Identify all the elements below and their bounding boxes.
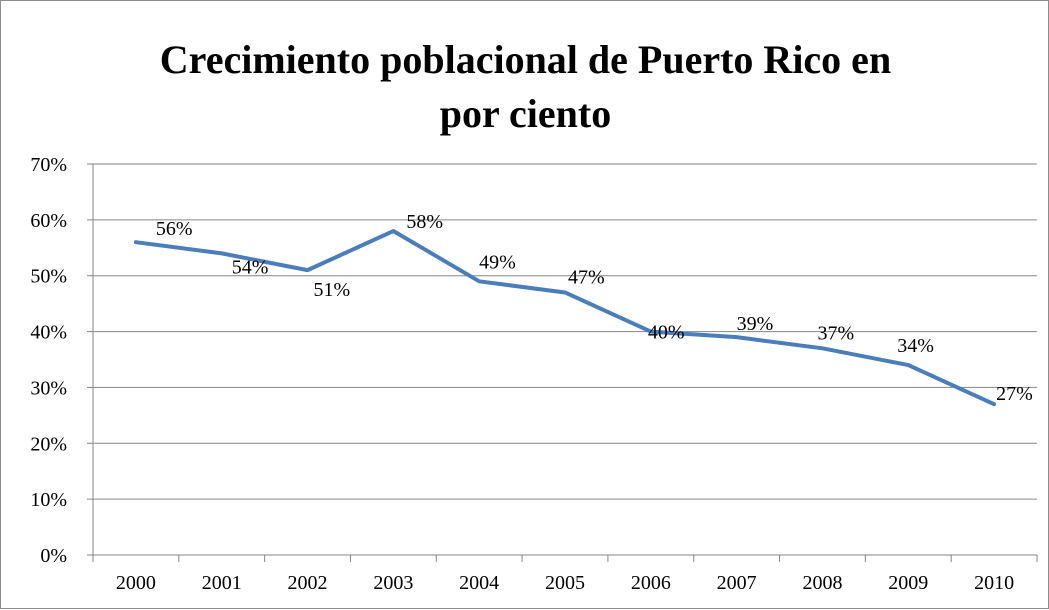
- y-tick-label: 20%: [30, 433, 67, 455]
- data-label: 56%: [156, 218, 193, 240]
- y-tick-label: 60%: [30, 210, 67, 232]
- x-tick-label: 2003: [373, 572, 413, 594]
- y-tick-label: 70%: [30, 154, 67, 176]
- y-tick-label: 30%: [30, 377, 67, 399]
- data-label: 47%: [568, 266, 605, 288]
- y-tick-label: 0%: [40, 545, 67, 567]
- y-tick-label: 10%: [30, 489, 67, 511]
- x-tick-label: 2007: [717, 572, 757, 594]
- data-label: 58%: [406, 211, 443, 233]
- x-tick-label: 2005: [545, 572, 585, 594]
- x-tick-label: 2002: [288, 572, 328, 594]
- data-label: 49%: [479, 251, 516, 273]
- data-label: 37%: [817, 322, 854, 344]
- x-tick-label: 2006: [631, 572, 671, 594]
- x-tick-label: 2000: [116, 572, 156, 594]
- data-label: 40%: [648, 322, 685, 344]
- data-label: 54%: [232, 256, 269, 278]
- data-label: 34%: [897, 335, 934, 357]
- x-tick-label: 2010: [974, 572, 1014, 594]
- y-tick-label: 40%: [30, 322, 67, 344]
- x-tick-label: 2001: [202, 572, 242, 594]
- data-label: 51%: [314, 279, 351, 301]
- data-label: 39%: [737, 313, 774, 335]
- x-tick-label: 2004: [459, 572, 499, 594]
- x-tick-label: 2009: [888, 572, 928, 594]
- x-tick-label: 2008: [802, 572, 842, 594]
- y-tick-label: 50%: [30, 266, 67, 288]
- data-label: 27%: [996, 383, 1033, 405]
